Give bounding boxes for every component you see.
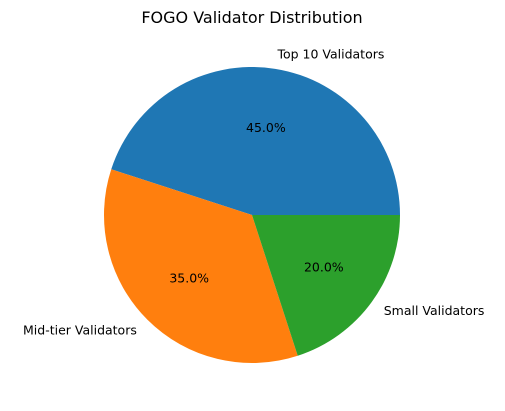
pie-category-label: Mid-tier Validators bbox=[23, 323, 137, 338]
pie-percent-label: 20.0% bbox=[304, 260, 344, 275]
pie-slices bbox=[103, 67, 400, 364]
pie-percent-label: 35.0% bbox=[169, 270, 209, 285]
pie-labels: 45.0% Top 10 Validators 35.0% Mid-tier Vali… bbox=[23, 47, 484, 338]
chart-title: FOGO Validator Distribution bbox=[141, 8, 362, 27]
pie-slice-small-validators bbox=[252, 215, 400, 356]
pie-percent-label: 45.0% bbox=[246, 120, 286, 135]
pie-category-label: Small Validators bbox=[384, 303, 485, 318]
pie-category-label: Top 10 Validators bbox=[276, 47, 384, 62]
pie-slice-top-10-validators bbox=[111, 67, 400, 215]
pie-slice-mid-tier-validators bbox=[103, 169, 298, 364]
